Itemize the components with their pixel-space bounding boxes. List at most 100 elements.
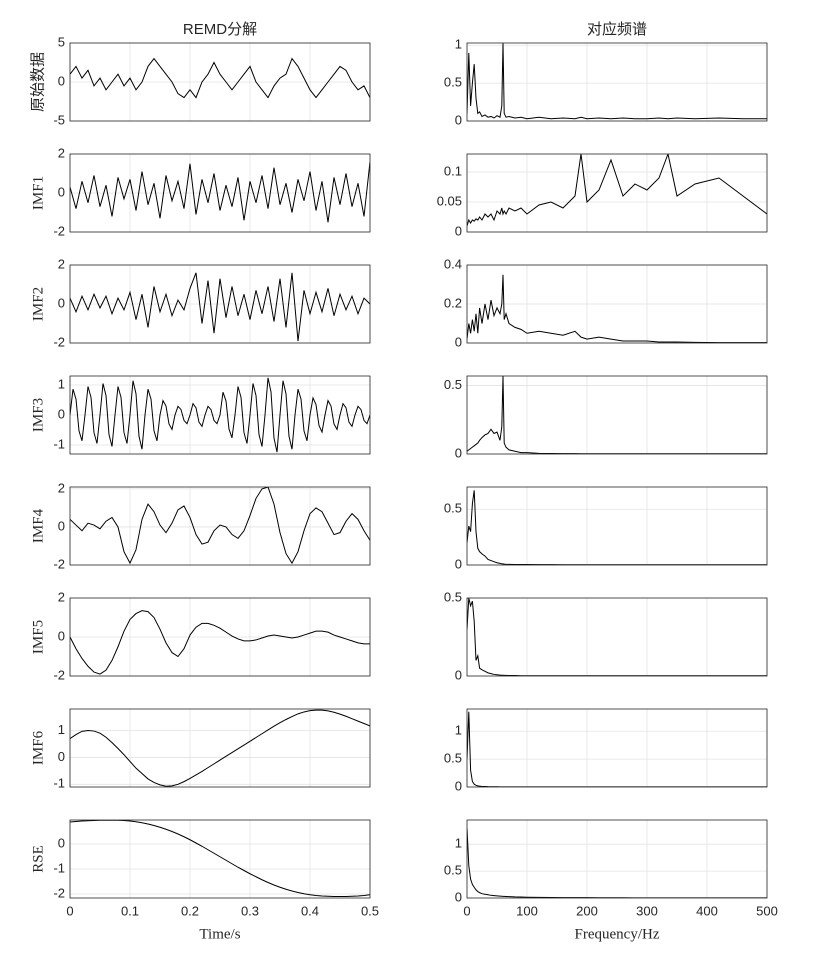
- data-line: [70, 57, 370, 99]
- x-tick-label: 0: [66, 903, 73, 918]
- axes-box: [466, 264, 768, 344]
- y-tick-label: 0.5: [444, 377, 462, 392]
- y-axis-label: IMF4: [30, 508, 46, 543]
- axes-box: [69, 375, 371, 455]
- y-axis-label: IMF5: [30, 620, 46, 654]
- y-tick-label: 0: [58, 295, 65, 310]
- data-line: [70, 377, 370, 453]
- y-tick-label: 0.5: [444, 75, 462, 90]
- y-axis-label: IMF1: [30, 176, 46, 210]
- y-tick-label: -2: [53, 667, 65, 682]
- axes-box: [466, 708, 768, 788]
- data-line: [70, 161, 370, 223]
- axes-box: [69, 264, 371, 344]
- axes-box: [466, 819, 768, 899]
- axes-box: [466, 42, 768, 122]
- y-tick-label: 0: [455, 556, 462, 571]
- x-tick-label: 0.2: [181, 903, 199, 918]
- x-tick-label: 100: [516, 903, 538, 918]
- y-tick-label: 5: [58, 34, 65, 49]
- y-tick-label: 0: [58, 73, 65, 88]
- x-tick-label: 0.5: [361, 903, 379, 918]
- x-tick-label: 0.1: [121, 903, 139, 918]
- y-tick-label: 0.1: [444, 163, 462, 178]
- y-tick-label: 0.2: [444, 295, 462, 310]
- data-line: [467, 274, 767, 343]
- data-line: [467, 43, 767, 120]
- y-tick-label: 2: [58, 589, 65, 604]
- y-tick-label: -1: [53, 860, 65, 875]
- data-line: [70, 610, 370, 675]
- data-line: [70, 709, 370, 787]
- y-tick-label: 0: [455, 445, 462, 460]
- x-axis-label: Frequency/Hz: [575, 926, 660, 942]
- y-tick-label: 0: [58, 406, 65, 421]
- plot-area: [70, 487, 370, 565]
- y-tick-label: 0: [58, 518, 65, 533]
- y-tick-label: 0.5: [444, 589, 462, 604]
- plot-area: [467, 820, 767, 898]
- axes-box: [466, 153, 768, 233]
- x-tick-label: 0.4: [301, 903, 319, 918]
- y-tick-label: 1: [455, 836, 462, 851]
- plot-area: [467, 487, 767, 565]
- y-tick-label: 0: [58, 749, 65, 764]
- y-tick-label: 0.05: [437, 193, 462, 208]
- y-tick-label: 0.5: [444, 501, 462, 516]
- y-tick-label: 1: [58, 376, 65, 391]
- axes-box: [466, 597, 768, 677]
- x-tick-label: 500: [756, 903, 778, 918]
- axes-box: [69, 597, 371, 677]
- plot-area: [467, 598, 767, 676]
- y-tick-label: -2: [53, 334, 65, 349]
- axes-box: [466, 486, 768, 566]
- plot-area: [467, 43, 767, 121]
- y-tick-label: -2: [53, 223, 65, 238]
- y-axis-label: IMF2: [30, 287, 46, 321]
- axes-box: [69, 486, 371, 566]
- y-tick-label: 0: [455, 334, 462, 349]
- y-tick-label: -2: [53, 885, 65, 900]
- y-tick-label: 0: [455, 778, 462, 793]
- data-line: [467, 154, 767, 227]
- plot-area: [70, 709, 370, 787]
- y-tick-label: 0.5: [444, 863, 462, 878]
- y-tick-label: 0.5: [444, 751, 462, 766]
- y-tick-label: -1: [53, 776, 65, 791]
- y-tick-label: 0: [455, 889, 462, 904]
- x-tick-label: 0.3: [241, 903, 259, 918]
- axes-box: [466, 375, 768, 455]
- y-tick-label: -1: [53, 436, 65, 451]
- y-tick-label: 2: [58, 145, 65, 160]
- y-tick-label: -2: [53, 556, 65, 571]
- y-tick-label: 0: [455, 223, 462, 238]
- y-axis-label: RSE: [30, 845, 46, 873]
- y-tick-label: -5: [53, 112, 65, 127]
- axes-box: [69, 42, 371, 122]
- plot-area: [70, 820, 370, 898]
- x-tick-label: 0: [463, 903, 470, 918]
- data-line: [70, 272, 370, 342]
- plot-area: [467, 709, 767, 787]
- y-tick-label: 0: [455, 667, 462, 682]
- y-tick-label: 0.4: [444, 256, 462, 271]
- chart-title: 对应频谱: [587, 20, 647, 38]
- axes-box: [69, 708, 371, 788]
- x-tick-label: 200: [576, 903, 598, 918]
- y-tick-label: 2: [58, 480, 65, 495]
- axes-box: [69, 819, 371, 899]
- y-tick-label: 0: [455, 112, 462, 127]
- y-tick-label: 1: [455, 723, 462, 738]
- y-axis-label: IMF6: [30, 730, 46, 765]
- x-tick-label: 300: [636, 903, 658, 918]
- x-axis-label: Time/s: [199, 926, 240, 942]
- y-tick-label: 1: [58, 722, 65, 737]
- y-tick-label: 2: [58, 256, 65, 271]
- plot-area: [467, 376, 767, 454]
- y-axis-label: IMF3: [30, 398, 46, 432]
- y-tick-label: 0: [58, 628, 65, 643]
- axes-box: [69, 153, 371, 233]
- data-line: [70, 487, 370, 565]
- y-tick-label: 1: [455, 37, 462, 52]
